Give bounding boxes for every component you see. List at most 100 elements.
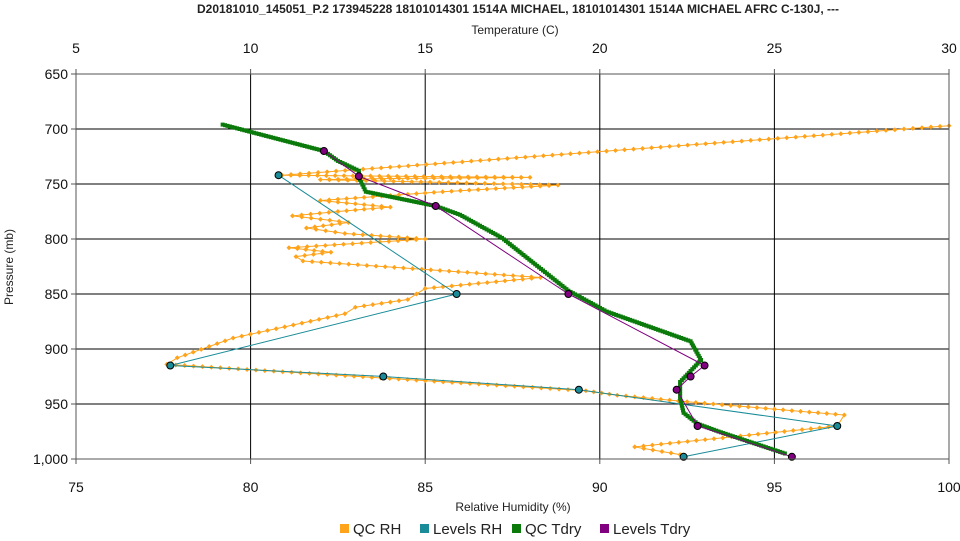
series-point xyxy=(502,185,508,191)
series-point xyxy=(410,266,416,272)
series-point xyxy=(320,223,326,229)
series-point xyxy=(501,272,507,278)
series-point xyxy=(265,328,271,334)
series-point xyxy=(335,196,341,202)
series-point xyxy=(475,187,481,193)
series-point xyxy=(288,172,294,178)
series-point xyxy=(190,349,196,355)
y-tick-label: 900 xyxy=(45,341,69,357)
series-point xyxy=(375,192,380,197)
y-tick-label: 950 xyxy=(45,396,69,412)
series-point xyxy=(340,161,345,166)
series-point xyxy=(789,408,795,414)
legend-item-qc-rh[interactable]: QC RH xyxy=(340,521,401,538)
series-point xyxy=(763,405,769,411)
series-point xyxy=(360,182,365,187)
series-point xyxy=(391,264,397,270)
series-point xyxy=(273,326,279,332)
series-point xyxy=(387,194,392,199)
series-point xyxy=(256,132,261,137)
series-point xyxy=(327,217,333,223)
series-point xyxy=(486,157,492,163)
series-point xyxy=(684,399,690,405)
series-point xyxy=(719,402,725,408)
series-point xyxy=(658,441,664,447)
series-point xyxy=(428,203,433,208)
series-point xyxy=(482,226,487,231)
series-point xyxy=(316,316,322,322)
series-point xyxy=(806,409,812,415)
bottom-tick-label: 85 xyxy=(417,479,433,495)
series-point xyxy=(681,336,686,341)
level-marker xyxy=(672,385,681,394)
series-point xyxy=(323,173,329,179)
series-point xyxy=(660,329,665,334)
series-point xyxy=(702,437,708,443)
series-point xyxy=(768,446,773,451)
series-point xyxy=(718,430,723,435)
series-point xyxy=(681,408,686,413)
legend[interactable]: QC RH Levels RH QC Tdry Levels Tdry xyxy=(340,521,691,538)
series-point xyxy=(464,180,470,186)
series-point xyxy=(345,163,350,168)
legend-label: Levels RH xyxy=(433,521,502,538)
series-point xyxy=(414,200,419,205)
series-point xyxy=(337,261,343,267)
series-point xyxy=(614,312,619,317)
legend-item-levels-rh[interactable]: Levels RH xyxy=(420,521,502,538)
series-point xyxy=(658,328,663,333)
series-point xyxy=(405,163,411,169)
series-point xyxy=(637,321,642,326)
series-point xyxy=(333,168,339,174)
series-point xyxy=(332,173,338,179)
series-point xyxy=(352,201,358,207)
series-point xyxy=(723,431,728,436)
top-tick-label: 30 xyxy=(941,40,957,56)
series-point xyxy=(630,318,635,323)
series-point xyxy=(685,438,691,444)
series-point xyxy=(368,173,374,179)
series-point xyxy=(302,253,308,258)
series-point xyxy=(775,449,780,454)
series-point xyxy=(422,175,428,181)
series-point xyxy=(491,181,497,187)
series-point xyxy=(450,210,455,215)
series-point xyxy=(577,294,582,299)
series-point xyxy=(437,268,443,274)
series-point xyxy=(749,440,754,445)
level-marker xyxy=(574,385,583,394)
series-point xyxy=(419,201,424,206)
series-point xyxy=(314,147,319,152)
series-point xyxy=(618,314,623,319)
series-point xyxy=(225,123,230,128)
series-point xyxy=(405,297,411,302)
series-point xyxy=(771,447,776,452)
series-point xyxy=(352,207,358,213)
series-point xyxy=(579,296,584,301)
level-marker xyxy=(166,361,175,370)
series-point xyxy=(361,194,367,200)
series-point xyxy=(335,199,341,205)
series-point xyxy=(191,363,197,369)
legend-item-qc-tdry[interactable]: QC Tdry xyxy=(512,521,582,538)
series-point xyxy=(387,164,393,170)
series-point xyxy=(602,308,607,313)
series-point xyxy=(613,147,619,153)
legend-item-levels-tdry[interactable]: Levels Tdry xyxy=(600,521,691,538)
series-point xyxy=(431,175,437,181)
series-point xyxy=(457,175,463,181)
series-point xyxy=(413,191,419,197)
series-point xyxy=(555,182,561,188)
series-point xyxy=(396,192,402,198)
series-qc-rh xyxy=(164,123,952,458)
series-point xyxy=(763,445,768,450)
series-point xyxy=(547,386,553,392)
series-point xyxy=(341,173,347,179)
level-marker xyxy=(431,202,440,210)
series-point xyxy=(484,227,489,232)
series-point xyxy=(540,153,546,159)
series-point xyxy=(644,323,649,328)
series-point xyxy=(679,403,684,408)
series-point xyxy=(379,176,385,182)
series-point xyxy=(495,156,501,162)
